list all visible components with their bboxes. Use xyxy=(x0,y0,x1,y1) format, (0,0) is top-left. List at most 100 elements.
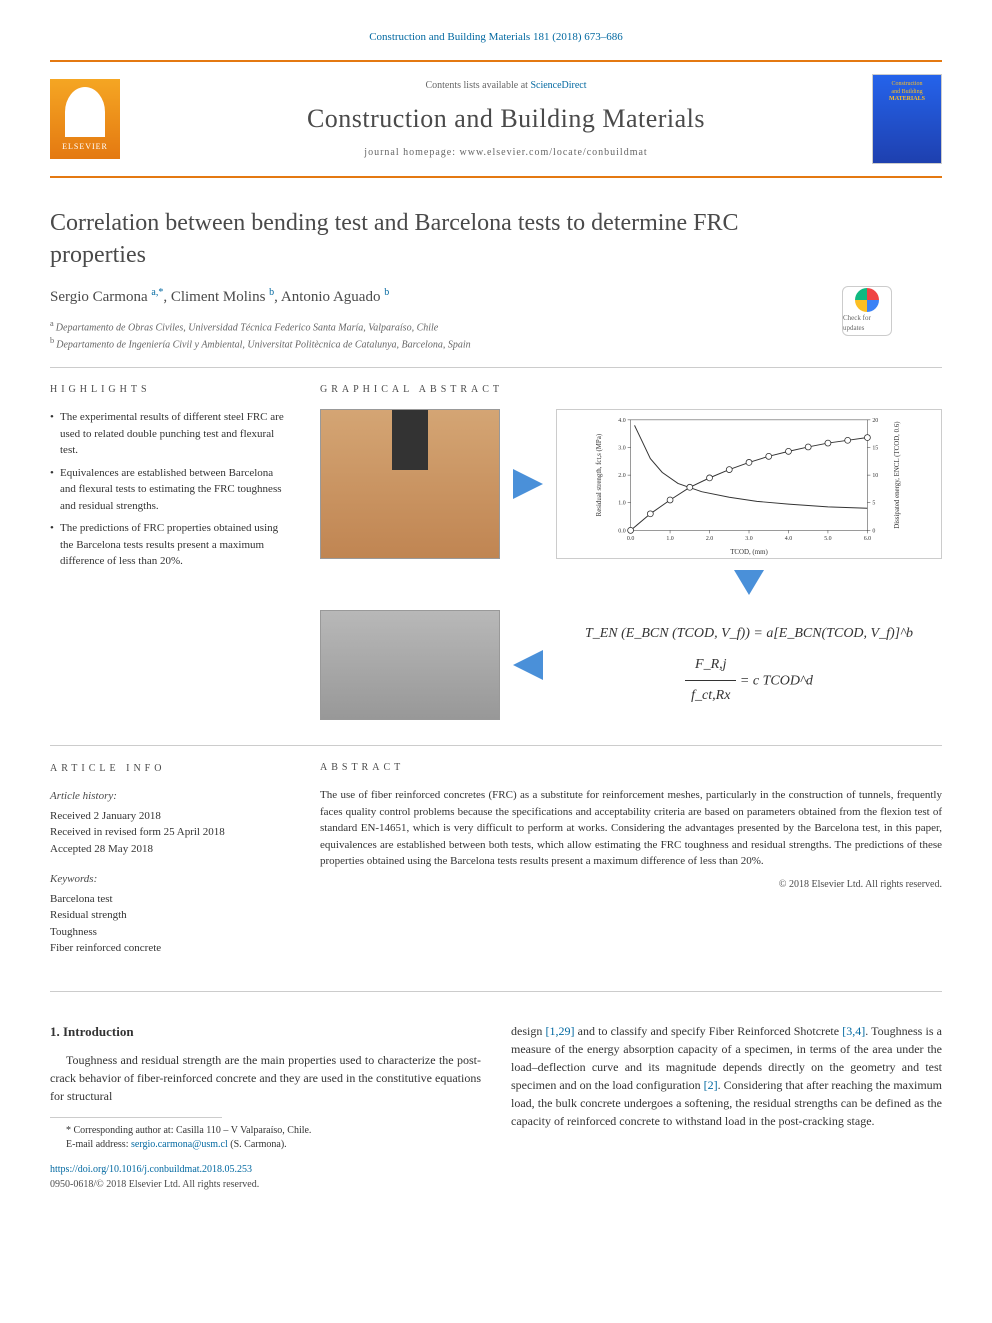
author-email-link[interactable]: sergio.carmona@usm.cl xyxy=(131,1139,228,1150)
cover-text-2: and Building xyxy=(891,89,922,96)
check-updates-label: Check for updates xyxy=(843,314,891,334)
elsevier-tree-icon xyxy=(65,87,105,137)
ga-photo-barcelona-test xyxy=(320,409,500,559)
article-title: Correlation between bending test and Bar… xyxy=(50,208,830,270)
eq1-lhs: T_EN (E_BCN (TCOD, V_f)) xyxy=(585,626,750,641)
svg-text:0: 0 xyxy=(872,529,875,535)
svg-text:TCOD, (mm): TCOD, (mm) xyxy=(730,549,768,556)
rule-1 xyxy=(50,367,942,368)
sciencedirect-link[interactable]: ScienceDirect xyxy=(530,80,586,91)
highlights-ga-row: HIGHLIGHTS The experimental results of d… xyxy=(50,383,942,725)
author: Antonio Aguado b xyxy=(281,289,389,305)
cover-text-3: MATERIALS xyxy=(889,96,925,103)
section-title: Introduction xyxy=(63,1024,134,1039)
svg-text:3.0: 3.0 xyxy=(618,446,625,452)
abstract-block: ABSTRACT The use of fiber reinforced con… xyxy=(320,761,942,971)
rule-3 xyxy=(50,991,942,992)
keyword: Barcelona test xyxy=(50,891,290,908)
info-abstract-row: ARTICLE INFO Article history: Received 2… xyxy=(50,761,942,971)
keyword: Residual strength xyxy=(50,907,290,924)
eq1-rhs: a[E_BCN(TCOD, V_f)]^b xyxy=(766,626,913,641)
journal-banner: ELSEVIER Contents lists available at Sci… xyxy=(50,60,942,178)
svg-text:4.0: 4.0 xyxy=(785,537,792,543)
header-citation: Construction and Building Materials 181 … xyxy=(50,30,942,45)
svg-text:20: 20 xyxy=(872,418,878,424)
doi-link[interactable]: https://doi.org/10.1016/j.conbuildmat.20… xyxy=(50,1164,252,1175)
email-label: E-mail address: xyxy=(66,1139,131,1150)
svg-text:3.0: 3.0 xyxy=(745,537,752,543)
affiliation-list: a Departamento de Obras Civiles, Univers… xyxy=(50,318,942,353)
ga-equations: T_EN (E_BCN (TCOD, V_f)) = a[E_BCN(TCOD,… xyxy=(556,619,942,712)
keywords-block: Keywords: Barcelona testResidual strengt… xyxy=(50,871,290,957)
section-number: 1. xyxy=(50,1024,60,1039)
keywords-label: Keywords: xyxy=(50,871,290,888)
body-col-left: 1. Introduction Toughness and residual s… xyxy=(50,1022,481,1193)
footnote-rule xyxy=(50,1117,222,1118)
keyword: Fiber reinforced concrete xyxy=(50,940,290,957)
ga-photo-bending-test xyxy=(320,610,500,720)
svg-text:2.0: 2.0 xyxy=(706,537,713,543)
intro-para-1: Toughness and residual strength are the … xyxy=(50,1051,481,1105)
highlight-item: Equivalences are established between Bar… xyxy=(50,465,290,515)
svg-text:4.0: 4.0 xyxy=(618,418,625,424)
graphical-abstract: 0.0 1.0 2.0 3.0 4.0 5.0 6.0 0.0 1.0 2.0 3.0 4.0 0 5 10… xyxy=(320,409,942,725)
abstract-label: ABSTRACT xyxy=(320,761,942,775)
elsevier-logo: ELSEVIER xyxy=(50,79,120,159)
ref-link-1[interactable]: [1,29] xyxy=(546,1024,575,1038)
title-row: Correlation between bending test and Bar… xyxy=(50,208,942,270)
arrow-left-icon xyxy=(513,650,543,680)
corresponding-author-note: * Corresponding author at: Casilla 110 –… xyxy=(50,1124,481,1138)
highlight-item: The experimental results of different st… xyxy=(50,409,290,459)
doi-line: https://doi.org/10.1016/j.conbuildmat.20… xyxy=(50,1162,481,1177)
keywords-list: Barcelona testResidual strengthToughness… xyxy=(50,891,290,957)
highlights-block: HIGHLIGHTS The experimental results of d… xyxy=(50,383,290,725)
author: Climent Molins b xyxy=(171,289,274,305)
abstract-copyright: © 2018 Elsevier Ltd. All rights reserved… xyxy=(320,878,942,892)
ref-link-3[interactable]: [2] xyxy=(704,1078,718,1092)
svg-text:Residual strength, fct,s (MPa): Residual strength, fct,s (MPa) xyxy=(596,434,603,516)
equation-1: T_EN (E_BCN (TCOD, V_f)) = a[E_BCN(TCOD,… xyxy=(556,619,942,650)
journal-homepage: journal homepage: www.elsevier.com/locat… xyxy=(140,146,872,160)
contents-prefix: Contents lists available at xyxy=(425,80,530,91)
section-heading: 1. Introduction xyxy=(50,1022,481,1042)
ref-link-2[interactable]: [3,4] xyxy=(842,1024,865,1038)
svg-text:10: 10 xyxy=(872,474,878,480)
article-info-block: ARTICLE INFO Article history: Received 2… xyxy=(50,761,290,971)
equation-2: F_R,jf_ct,Rx = c TCOD^d xyxy=(556,650,942,713)
cover-text-1: Construction xyxy=(892,81,923,88)
journal-name: Construction and Building Materials xyxy=(140,101,872,137)
svg-text:5.0: 5.0 xyxy=(824,537,831,543)
elsevier-text: ELSEVIER xyxy=(62,141,108,152)
email-suffix: (S. Carmona). xyxy=(228,1139,287,1150)
banner-center: Contents lists available at ScienceDirec… xyxy=(140,79,872,159)
affiliation: b Departamento de Ingeniería Civil y Amb… xyxy=(50,335,942,352)
homepage-url: www.elsevier.com/locate/conbuildmat xyxy=(460,147,648,158)
eq2-num: F_R,j xyxy=(685,650,736,682)
svg-text:0.0: 0.0 xyxy=(618,529,625,535)
highlight-item: The predictions of FRC properties obtain… xyxy=(50,520,290,570)
author-list: Sergio Carmona a,*, Climent Molins b, An… xyxy=(50,286,942,308)
svg-text:1.0: 1.0 xyxy=(666,537,673,543)
eq2-den: f_ct,Rx xyxy=(685,681,736,712)
author: Sergio Carmona a,* xyxy=(50,289,163,305)
contents-line: Contents lists available at ScienceDirec… xyxy=(140,79,872,93)
intro-para-2: design [1,29] and to classify and specif… xyxy=(511,1022,942,1130)
article-history: Article history: Received 2 January 2018… xyxy=(50,788,290,857)
accepted-date: Accepted 28 May 2018 xyxy=(50,841,290,858)
svg-text:5: 5 xyxy=(872,501,875,507)
ga-chart: 0.0 1.0 2.0 3.0 4.0 5.0 6.0 0.0 1.0 2.0 3.0 4.0 0 5 10… xyxy=(556,409,942,559)
svg-text:6.0: 6.0 xyxy=(864,537,871,543)
body-col-right: design [1,29] and to classify and specif… xyxy=(511,1022,942,1193)
keyword: Toughness xyxy=(50,924,290,941)
body-columns: 1. Introduction Toughness and residual s… xyxy=(50,1022,942,1193)
article-info-label: ARTICLE INFO xyxy=(50,761,290,776)
svg-text:0.0: 0.0 xyxy=(627,537,634,543)
ga-label: GRAPHICAL ABSTRACT xyxy=(320,383,942,397)
highlights-label: HIGHLIGHTS xyxy=(50,383,290,397)
rule-2 xyxy=(50,745,942,746)
affiliation: a Departamento de Obras Civiles, Univers… xyxy=(50,318,942,335)
svg-text:2.0: 2.0 xyxy=(618,474,625,480)
graphical-abstract-block: GRAPHICAL ABSTRACT 0.0 1.0 2.0 3.0 4.0 5.0 6.0… xyxy=(320,383,942,725)
check-updates-badge[interactable]: Check for updates xyxy=(842,286,892,336)
svg-text:1.0: 1.0 xyxy=(618,501,625,507)
